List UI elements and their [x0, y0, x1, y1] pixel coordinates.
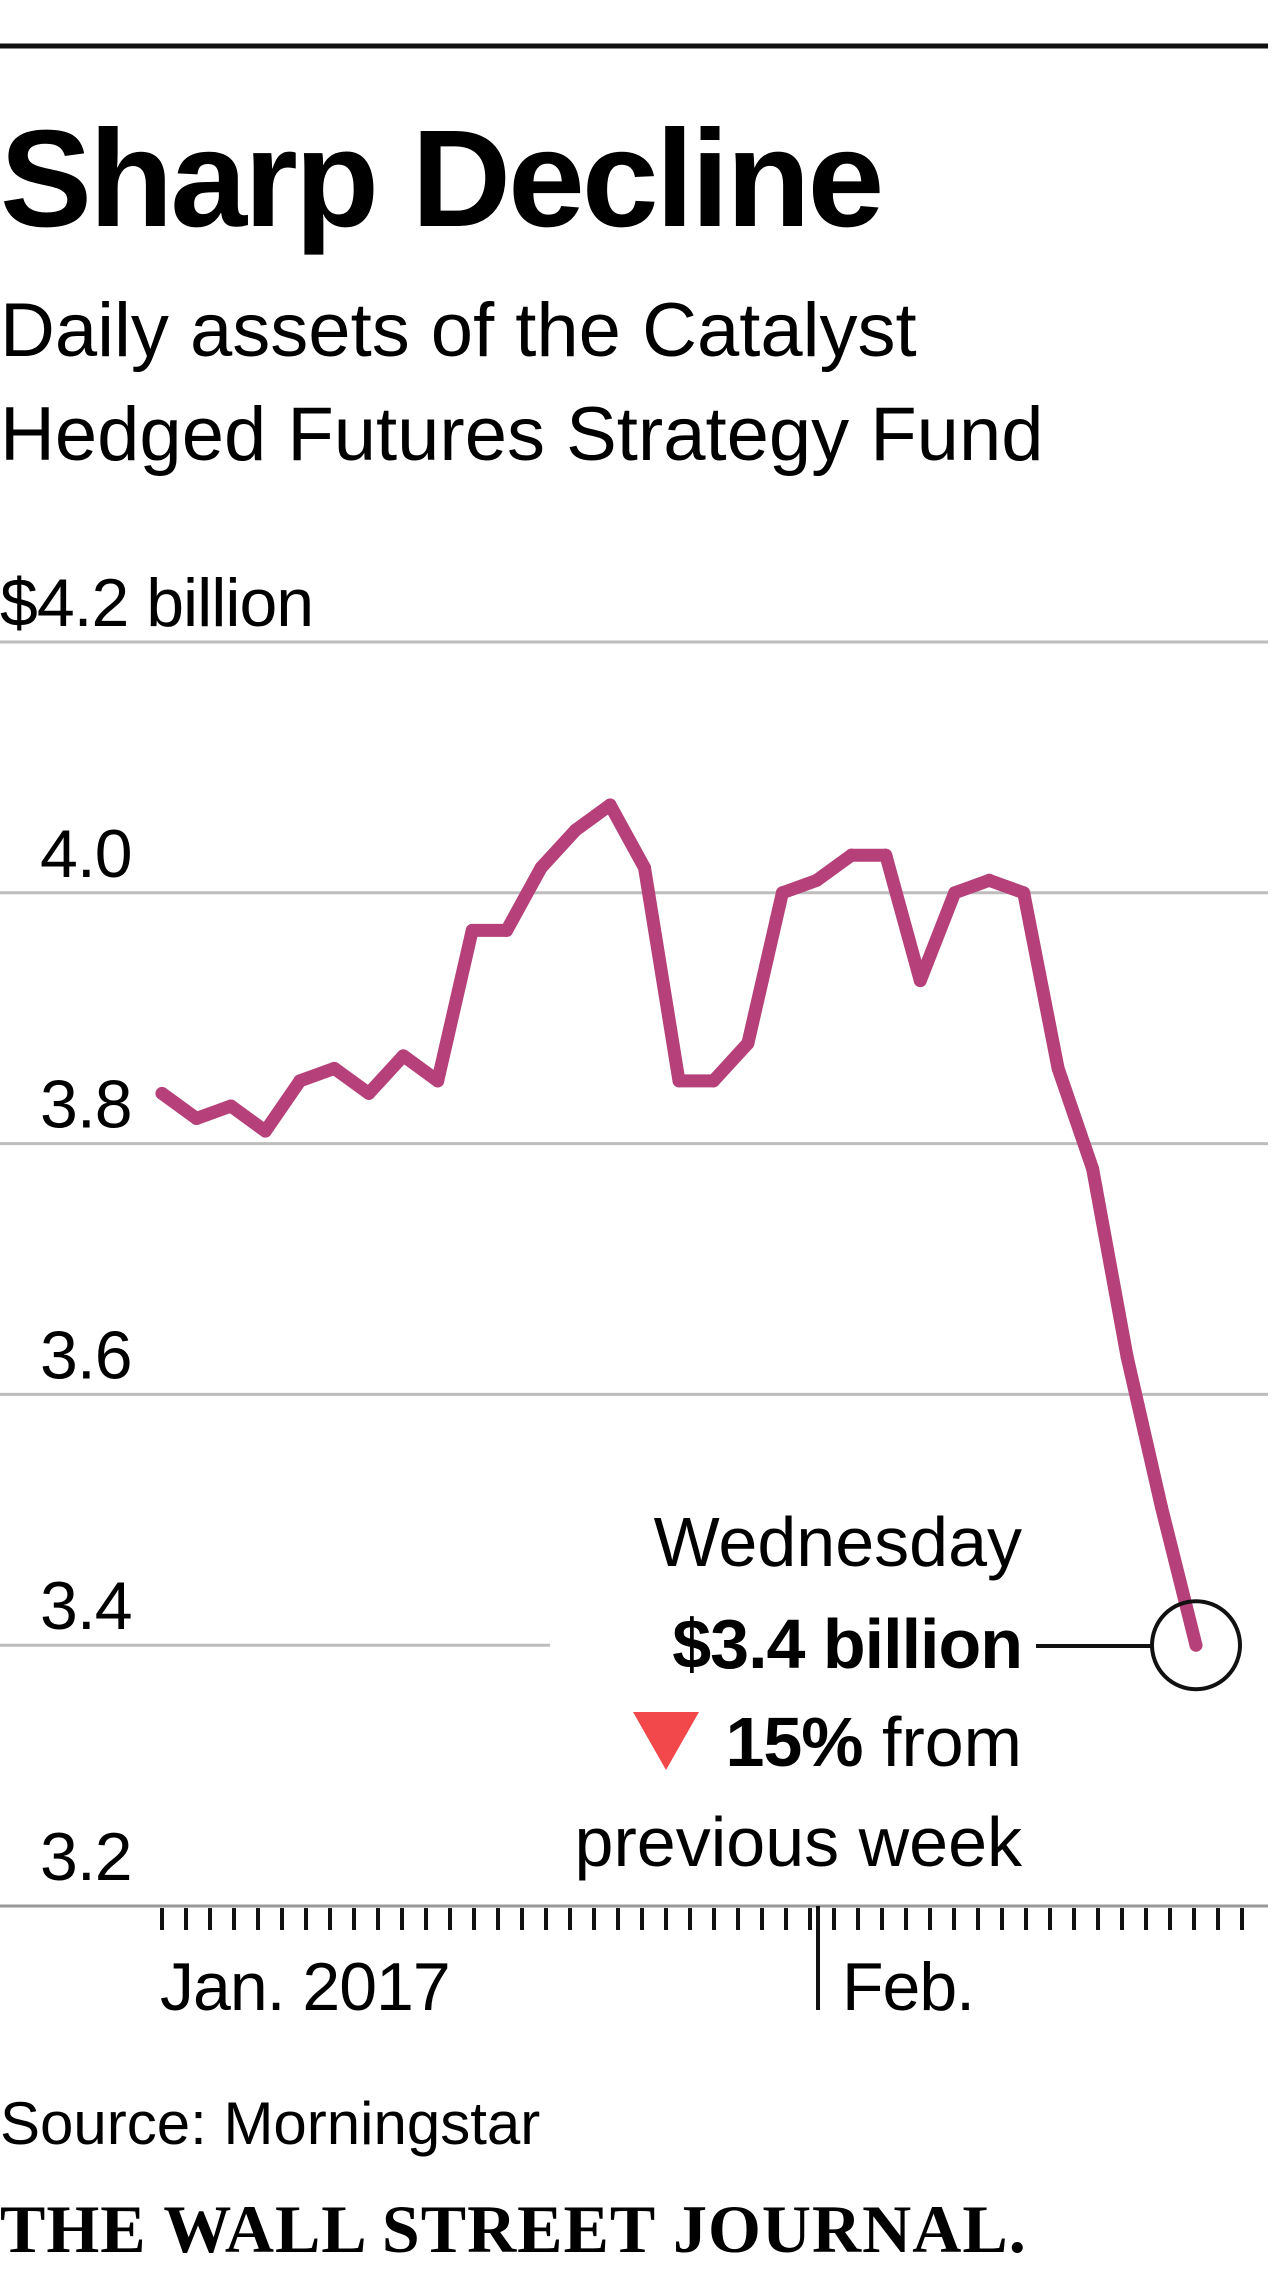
data-point	[1051, 1061, 1065, 1075]
annotation-change-suffix: from	[863, 1703, 1022, 1781]
data-point	[879, 848, 893, 862]
down-triangle-icon	[633, 1712, 699, 1770]
x-axis-ticks	[160, 1908, 1244, 1930]
y-tick-label: $4.2 billion	[0, 565, 313, 641]
data-point	[327, 1061, 341, 1075]
data-point	[155, 1086, 169, 1100]
data-point	[638, 861, 652, 875]
annotation-change-percent: 15%	[725, 1703, 862, 1781]
annotation-day: Wednesday	[654, 1503, 1022, 1581]
data-point	[1120, 1350, 1134, 1364]
data-point	[948, 886, 962, 900]
data-point	[844, 848, 858, 862]
data-point	[534, 861, 548, 875]
data-point	[224, 1099, 238, 1113]
data-point	[913, 974, 927, 988]
gridlines	[0, 640, 1268, 1647]
y-tick-label: 3.8	[40, 1067, 132, 1143]
y-tick-label: 3.4	[40, 1568, 132, 1644]
data-point	[396, 1049, 410, 1063]
chart-title: Sharp Decline	[0, 102, 881, 256]
data-point	[1189, 1638, 1203, 1652]
data-point	[810, 873, 824, 887]
data-point	[569, 823, 583, 837]
data-point	[603, 798, 617, 812]
data-point	[775, 886, 789, 900]
data-point	[362, 1086, 376, 1100]
data-point	[258, 1124, 272, 1138]
data-point	[431, 1074, 445, 1088]
y-tick-label: 4.0	[40, 816, 132, 892]
y-axis-tick-labels: $4.2 billion 4.0 3.8 3.6 3.4 3.2	[0, 565, 314, 1895]
data-point	[672, 1074, 686, 1088]
data-point	[741, 1036, 755, 1050]
y-tick-label: 3.2	[40, 1819, 132, 1895]
chart-subtitle-line-1: Daily assets of the Catalyst	[0, 288, 917, 373]
chart-subtitle-line-2: Hedged Futures Strategy Fund	[0, 392, 1043, 477]
data-point	[1086, 1162, 1100, 1176]
data-point	[500, 923, 514, 937]
source-note: Source: Morningstar	[0, 2090, 540, 2157]
data-point	[1017, 886, 1031, 900]
data-point	[982, 873, 996, 887]
series-points	[155, 798, 1203, 1652]
annotation-previous-week: previous week	[575, 1803, 1023, 1881]
data-point	[706, 1074, 720, 1088]
data-point	[293, 1074, 307, 1088]
x-label-feb: Feb.	[842, 1949, 974, 2025]
data-point	[465, 923, 479, 937]
x-label-jan: Jan. 2017	[160, 1949, 450, 2025]
data-point	[189, 1112, 203, 1126]
annotation-change: 15% from	[725, 1703, 1022, 1781]
y-tick-label: 3.6	[40, 1317, 132, 1393]
annotation-value: $3.4 billion	[672, 1605, 1022, 1683]
wsj-logo: THE WALL STREET JOURNAL.	[0, 2191, 1027, 2267]
data-point	[1155, 1500, 1169, 1514]
annotation-endpoint-circle	[1150, 1599, 1242, 1692]
